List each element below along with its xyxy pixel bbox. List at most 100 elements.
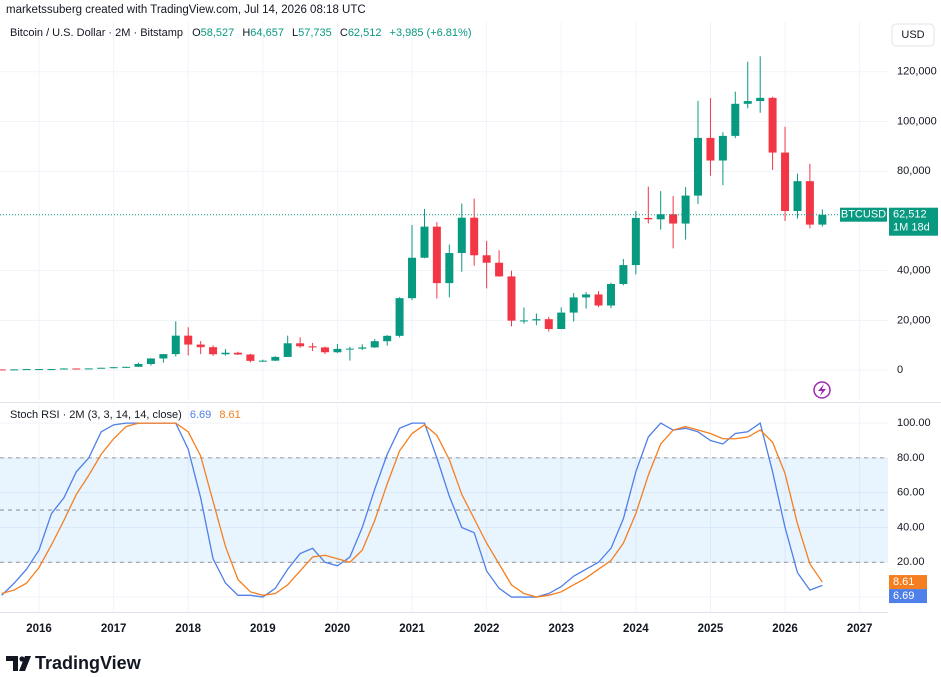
flash-icon[interactable] (813, 381, 831, 399)
candle-body (408, 257, 417, 299)
legend-value: 64,657 (250, 27, 284, 39)
y-tick-label: 80,000 (897, 165, 931, 177)
price-tag-box (889, 207, 938, 236)
x-tick-label: 2022 (474, 623, 500, 635)
x-tick-label: 2016 (26, 623, 52, 635)
candle-body (818, 214, 827, 225)
value-tag-box (889, 575, 927, 590)
x-tick-label: 2020 (325, 623, 351, 635)
legend-key: C (340, 27, 348, 39)
candle-body (209, 347, 218, 355)
candle-body (470, 217, 479, 256)
candle-body (532, 319, 541, 321)
candle-body (296, 343, 305, 347)
y-tick-label: 100,000 (897, 115, 937, 127)
mark-layer (0, 56, 888, 598)
candle-body (35, 369, 44, 371)
x-tick-label: 2023 (548, 623, 574, 635)
logo-part (6, 656, 18, 671)
legend-key: L (292, 27, 298, 39)
x-tick-label: 2017 (101, 623, 127, 635)
candle-body (10, 369, 19, 371)
candle-body (706, 137, 715, 161)
flash-bolt[interactable] (818, 384, 826, 396)
header: marketssuberg created with TradingView.c… (6, 4, 366, 16)
candle-body (544, 319, 553, 330)
legend-value: 58,527 (201, 27, 235, 39)
x-tick-label: 2019 (250, 623, 276, 635)
candle-body (72, 368, 81, 370)
candle-body (619, 265, 628, 284)
candle-body (495, 262, 504, 277)
candle-body (457, 217, 466, 254)
candle-body (171, 335, 180, 355)
candle-body (693, 137, 702, 196)
candle-body (358, 347, 367, 349)
flash-circle[interactable] (813, 381, 831, 399)
countdown-tag: 1M 18d (893, 222, 930, 234)
y-tick-label: 0 (897, 364, 903, 376)
stoch-legend: Stoch RSI · 2M (3, 3, 14, 14, close) 6.6… (10, 409, 241, 421)
candle-body (383, 335, 392, 342)
candle-body (159, 354, 168, 359)
candle-body (420, 226, 429, 258)
candle-body (519, 320, 528, 322)
candle-body (557, 312, 566, 330)
currency[interactable]: USD (901, 29, 924, 41)
candle-body (233, 352, 242, 355)
price-legend: Bitcoin / U.S. Dollar · 2M · Bitstamp O5… (10, 27, 471, 39)
candle-body (731, 103, 740, 136)
candle-body (445, 253, 454, 284)
stoch-title: Stoch RSI · 2M (3, 3, 14, 14, close) (10, 409, 182, 421)
candle-body (681, 195, 690, 224)
stoch-k-value: 6.69 (190, 409, 211, 421)
candle-body (507, 276, 516, 321)
candle-body (718, 135, 727, 161)
candle-body (134, 363, 143, 367)
candle-body (345, 348, 354, 350)
candle-body (482, 255, 491, 263)
candle-body (333, 348, 342, 353)
footer-brand: TradingView (35, 653, 142, 673)
candle-body (0, 369, 6, 371)
candle-body (669, 214, 678, 224)
candle-body (594, 294, 603, 306)
candle-body (569, 297, 578, 313)
candle-body (184, 335, 193, 345)
grid-layer (0, 22, 941, 613)
candle-body (432, 226, 441, 284)
candle-body (258, 360, 267, 362)
legend-value: 62,512 (348, 27, 382, 39)
candle-body (805, 181, 814, 225)
candle-body (97, 367, 106, 369)
candle-body (756, 97, 765, 102)
legend-key: H (242, 27, 250, 39)
x-tick-label: 2018 (175, 623, 201, 635)
x-tick-label: 2025 (698, 623, 724, 635)
currency-box[interactable] (891, 23, 935, 47)
candle-body (743, 101, 752, 104)
candle-body (47, 369, 56, 371)
y-tick-label: 60.00 (897, 487, 925, 499)
y-tick-label: 40,000 (897, 265, 931, 277)
legend-key: O (192, 27, 201, 39)
footer-logo (6, 656, 31, 671)
candle-body (395, 298, 404, 336)
legend-value: 57,735 (298, 27, 332, 39)
candle-body (196, 344, 205, 348)
y-tick-label: 20.00 (897, 556, 925, 568)
candle-body (146, 358, 155, 364)
value-tag: 6.69 (893, 590, 914, 602)
value-tag-box (889, 589, 927, 604)
candle-body (22, 369, 31, 371)
x-tick-label: 2021 (399, 623, 425, 635)
candle-body (656, 214, 665, 220)
candle-body (370, 341, 379, 348)
candle-body (582, 294, 591, 298)
candle-body (283, 343, 292, 357)
value-tag: 8.61 (893, 576, 914, 588)
candle-body (271, 356, 280, 361)
y-tick-label: 40.00 (897, 521, 925, 533)
